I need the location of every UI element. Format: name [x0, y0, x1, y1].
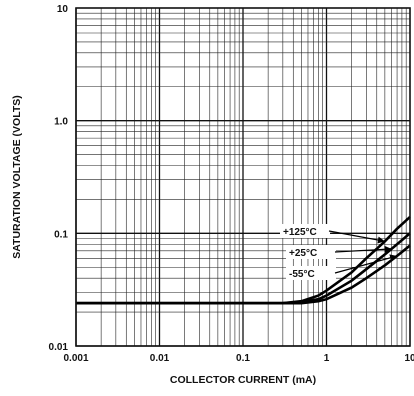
plot-frame: [75, 7, 411, 347]
series-label-background: [286, 266, 336, 280]
y-tick-label: 0.01: [49, 342, 69, 353]
series-label-background: [286, 245, 336, 259]
series-label: -55°C: [289, 269, 315, 280]
series-label: +125°C: [283, 227, 317, 238]
x-tick-label: 0.1: [236, 353, 250, 364]
x-tick-label: 1: [324, 353, 330, 364]
series-label-leader: [334, 248, 392, 253]
y-axis-title: SATURATION VOLTAGE (VOLTS): [11, 95, 23, 259]
y-tick-label: 1.0: [54, 117, 68, 128]
x-axis-title: COLLECTOR CURRENT (mA): [170, 374, 316, 386]
curves: [76, 215, 411, 305]
y-tick-label: 0.1: [54, 229, 68, 240]
series-label: +25°C: [289, 248, 317, 259]
series-label-leader: [328, 230, 385, 242]
y-tick-label: 10: [57, 4, 69, 15]
tick-labels: 0.001 0.01 0.1 1 100.010.11.010: [49, 4, 414, 364]
series-labels: +125°C +25°C -55°C: [280, 224, 398, 280]
series-label-background: [280, 224, 330, 238]
series-label-arrowhead: [389, 254, 398, 262]
x-tick-label: 10: [404, 353, 414, 364]
x-tick-label: 0.01: [150, 353, 170, 364]
series-label-leader: [334, 255, 398, 274]
series-label-arrowhead: [377, 236, 385, 244]
series-label-arrowhead: [384, 245, 392, 253]
grid: [75, 8, 410, 347]
series-line: [76, 244, 411, 305]
x-tick-label: 0.001: [63, 353, 88, 364]
